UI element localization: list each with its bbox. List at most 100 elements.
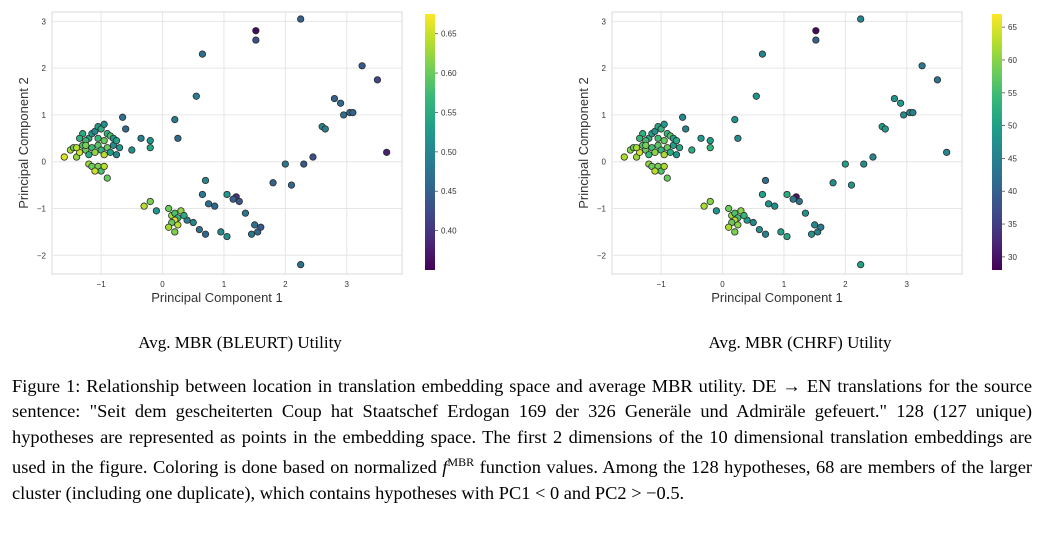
y-tick-label: 3 [602,17,607,26]
data-point [749,218,757,227]
data-point [140,202,148,210]
data-point [672,151,681,159]
data-point [811,221,819,229]
data-point [734,134,742,142]
data-point [152,207,160,215]
data-point [795,197,803,206]
data-point [675,144,684,152]
data-point [817,223,825,231]
data-point [241,209,250,217]
data-point [247,230,256,238]
data-point [115,144,124,152]
data-point [201,176,210,185]
data-point [789,195,797,203]
data-point [91,167,99,175]
data-point [223,190,231,199]
data-point [174,221,182,229]
data-point [740,211,748,220]
colorbar-tick-label: 35 [1008,220,1017,229]
data-point [122,125,130,133]
data-point [100,162,108,170]
colorbar-tick-label: 65 [1008,23,1017,32]
data-point [752,92,760,100]
data-point [812,27,820,35]
data-point [383,148,391,156]
data-point [171,228,179,236]
colorbar-tick-label: 40 [1008,187,1017,196]
data-point [660,162,668,170]
data-point [758,50,767,58]
y-tick-label: −2 [37,251,47,260]
bleurt-subcaption: Avg. MBR (BLEURT) Utility [138,333,342,352]
caption-intro: Figure 1: Relationship between location … [12,376,1032,478]
data-point [771,202,779,210]
data-point [672,137,681,145]
data-point [679,113,687,121]
data-point [651,167,659,175]
y-tick-label: 2 [42,64,47,73]
data-point [847,181,856,189]
data-point [801,209,810,217]
data-point [235,197,243,206]
y-tick-label: 0 [42,158,47,167]
data-point [725,204,733,213]
data-point [281,160,289,168]
data-point [761,176,770,185]
x-tick-label: 1 [222,280,227,289]
data-point [269,179,277,187]
data-point [764,200,773,208]
colorbar [992,14,1002,270]
data-point [660,137,668,145]
bleurt-scatter-plot: −1 0 1 2 3 −2 −1 0 1 2 3 Principal Component 1 Princ… [16,11,457,305]
data-point [807,230,816,238]
data-point [146,137,154,145]
data-point [731,116,739,124]
data-point [100,151,108,159]
data-point [330,94,339,103]
data-point [180,211,188,220]
data-point [112,151,121,159]
data-point [60,153,68,161]
data-point [697,134,705,142]
x-tick-label: 2 [843,280,848,289]
y-axis-label: Principal Component 2 [576,77,591,209]
data-point [198,190,207,199]
data-point [857,261,865,269]
data-point [881,125,889,133]
colorbar-tick-label: 0.60 [441,69,457,78]
data-point [297,15,305,23]
data-point [321,125,329,133]
data-point [204,200,213,208]
data-point [620,153,628,161]
data-point [340,111,348,119]
data-point [933,76,942,84]
data-point [349,108,357,117]
data-point [82,141,90,149]
colorbar-tick-label: 45 [1008,154,1017,163]
data-point [783,232,791,241]
data-point [91,148,99,156]
data-point [257,223,265,231]
data-point [211,202,219,210]
y-tick-label: −2 [597,251,607,260]
data-point [654,134,662,142]
data-point [706,144,714,152]
data-point [76,134,84,142]
y-tick-label: 1 [42,111,47,120]
data-point [734,221,742,229]
data-point [287,181,296,189]
x-tick-label: 3 [905,280,910,289]
data-point [812,36,820,44]
data-point [373,76,382,84]
data-point [146,144,154,152]
data-point [171,116,179,124]
data-point [645,151,653,159]
data-point [309,153,317,161]
data-point [195,225,203,234]
data-point [688,146,696,154]
data-point [900,111,908,119]
data-point [682,125,690,133]
colorbar-tick-label: 0.50 [441,148,457,157]
y-tick-label: 1 [602,111,607,120]
data-point [651,148,659,156]
